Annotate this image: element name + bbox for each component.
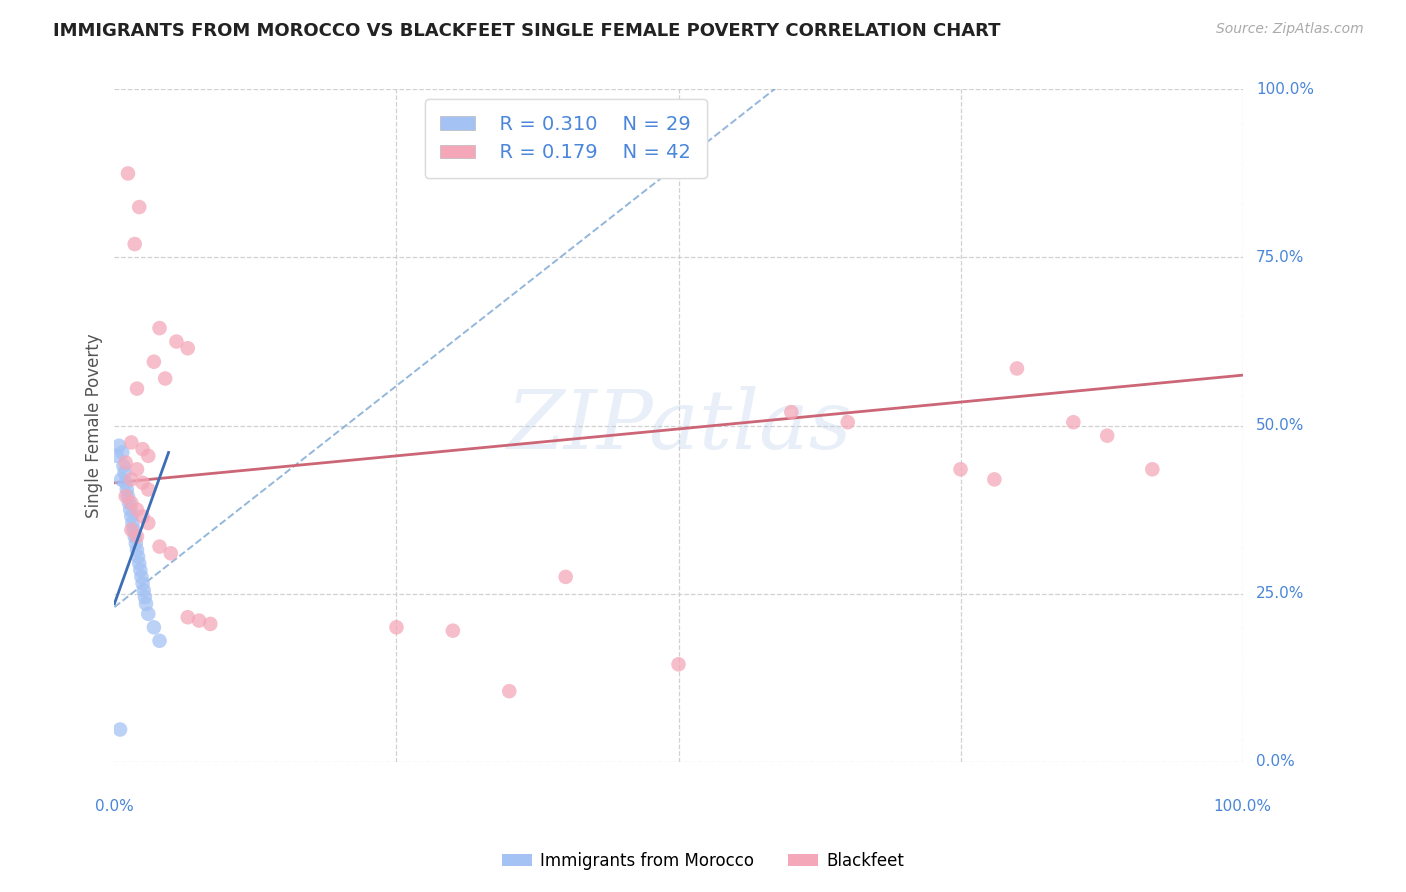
Point (120, 509, 142, 524)
Point (114, 456, 136, 470)
Point (125, 536, 148, 550)
Point (136, 516, 159, 530)
Point (1142, 462, 1164, 476)
Point (142, 355, 165, 369)
Point (148, 633, 170, 648)
Point (668, 657, 690, 672)
Point (129, 563, 152, 577)
Legend:   R = 0.310    N = 29,   R = 0.179    N = 42: R = 0.310 N = 29, R = 0.179 N = 42 (425, 99, 706, 178)
Text: ZIPatlas: ZIPatlas (506, 385, 851, 466)
Text: 25.0%: 25.0% (1256, 586, 1305, 601)
Point (124, 529, 146, 543)
Point (780, 405, 803, 419)
Point (111, 445, 134, 459)
Point (114, 466, 136, 480)
Point (385, 620, 408, 634)
Point (159, 546, 181, 560)
Point (131, 576, 153, 591)
Point (128, 200, 150, 214)
Legend: Immigrants from Morocco, Blackfeet: Immigrants from Morocco, Blackfeet (495, 846, 911, 877)
Point (118, 496, 141, 510)
Point (131, 475, 153, 490)
Point (121, 516, 143, 530)
Point (131, 442, 153, 457)
Point (135, 597, 157, 611)
Point (115, 483, 138, 497)
Point (128, 557, 150, 571)
Point (136, 607, 159, 621)
Point (837, 415, 859, 429)
Point (554, 570, 576, 584)
Text: 100.0%: 100.0% (1213, 798, 1271, 814)
Point (125, 382, 148, 396)
Point (117, 489, 139, 503)
Point (114, 489, 136, 503)
Point (949, 462, 972, 476)
Point (148, 540, 170, 554)
Point (105, 449, 128, 463)
Text: 0.0%: 0.0% (1256, 755, 1295, 769)
Point (110, 472, 132, 486)
Point (136, 449, 159, 463)
Point (177, 610, 200, 624)
Text: 75.0%: 75.0% (1256, 250, 1305, 265)
Point (112, 458, 135, 473)
Point (131, 570, 153, 584)
Point (120, 472, 142, 486)
Point (498, 684, 520, 698)
Y-axis label: Single Female Poverty: Single Female Poverty (86, 334, 103, 518)
Point (1062, 415, 1084, 429)
Point (1095, 428, 1118, 442)
Point (134, 590, 156, 604)
Point (188, 614, 211, 628)
Point (124, 237, 146, 252)
Point (1005, 361, 1028, 376)
Point (177, 341, 200, 355)
Point (142, 620, 165, 634)
Point (108, 439, 131, 453)
Point (127, 549, 149, 564)
Point (136, 483, 159, 497)
Point (114, 475, 136, 490)
Text: 100.0%: 100.0% (1256, 82, 1315, 97)
Text: IMMIGRANTS FROM MOROCCO VS BLACKFEET SINGLE FEMALE POVERTY CORRELATION CHART: IMMIGRANTS FROM MOROCCO VS BLACKFEET SIN… (53, 22, 1001, 40)
Point (120, 496, 142, 510)
Point (441, 624, 464, 638)
Point (166, 334, 188, 349)
Point (120, 502, 142, 516)
Point (153, 371, 176, 385)
Point (125, 543, 148, 558)
Point (200, 616, 222, 631)
Point (117, 166, 139, 180)
Point (122, 523, 145, 537)
Point (120, 435, 142, 450)
Text: Source: ZipAtlas.com: Source: ZipAtlas.com (1216, 22, 1364, 37)
Text: 50.0%: 50.0% (1256, 418, 1305, 434)
Point (125, 502, 148, 516)
Point (132, 583, 155, 598)
Point (125, 529, 148, 543)
Point (983, 472, 1005, 486)
Point (125, 462, 148, 476)
Text: 0.0%: 0.0% (96, 798, 134, 814)
Point (120, 523, 142, 537)
Point (131, 509, 153, 524)
Point (108, 723, 131, 737)
Point (148, 321, 170, 335)
